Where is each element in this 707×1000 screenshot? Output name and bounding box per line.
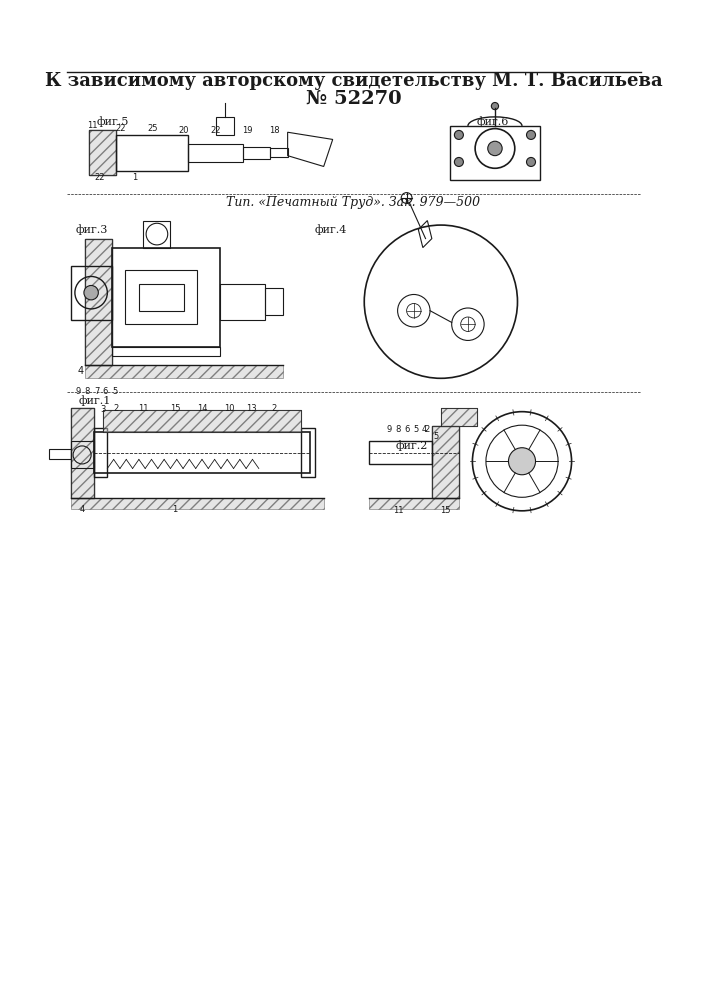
Text: 10: 10 [224,404,234,413]
Bar [49,449,71,459]
Bar [125,270,197,324]
Bar [103,410,301,432]
Bar [139,284,184,311]
Bar [117,135,189,171]
Text: 1: 1 [173,505,177,514]
Text: 13: 13 [246,404,257,413]
Bar [71,266,112,320]
Text: 7: 7 [94,387,99,396]
Text: 18: 18 [269,126,279,135]
Text: 11: 11 [138,404,148,413]
Text: 8: 8 [85,387,90,396]
Text: 6: 6 [404,425,409,434]
Text: фиг.2: фиг.2 [396,441,428,451]
Text: 4: 4 [422,425,427,434]
Text: 15: 15 [170,404,180,413]
Bar [432,426,459,498]
Text: 5: 5 [433,432,439,441]
Text: 8: 8 [395,425,400,434]
Circle shape [527,130,535,139]
Text: 14: 14 [197,404,207,413]
Text: 9: 9 [387,425,392,434]
Bar [301,428,315,477]
Bar [112,347,220,356]
Bar [216,117,233,135]
Text: 25: 25 [147,124,158,133]
Circle shape [455,157,463,166]
Bar [89,130,117,175]
Text: Тип. «Печатный Труд». Зак. 979—500: Тип. «Печатный Труд». Зак. 979—500 [226,196,481,209]
Text: 5: 5 [413,425,419,434]
Text: 6: 6 [103,387,108,396]
Circle shape [455,130,463,139]
Bar [450,126,540,180]
Text: № 52270: № 52270 [305,90,402,108]
Bar [71,498,324,509]
Bar [441,408,477,426]
Text: 4: 4 [77,366,83,376]
Text: 4: 4 [79,505,85,514]
Bar [369,441,432,464]
Bar [369,498,459,509]
Bar [220,284,265,320]
Text: 22: 22 [95,173,105,182]
Text: фиг.4: фиг.4 [315,224,347,235]
Circle shape [491,102,498,110]
Text: 22: 22 [210,126,221,135]
Bar [265,288,283,315]
Text: 2: 2 [271,404,276,413]
Text: 19: 19 [242,126,252,135]
Text: 5: 5 [112,387,117,396]
Bar [71,408,94,498]
Bar [112,248,220,347]
Bar [269,148,288,157]
Bar [243,147,269,159]
Bar [189,144,243,162]
Text: 2: 2 [425,425,430,434]
Bar [71,441,94,468]
Bar [89,130,117,175]
Text: фиг.5: фиг.5 [97,116,129,127]
Bar [103,410,301,432]
Text: 11: 11 [393,506,404,515]
Text: 1: 1 [132,173,137,182]
Bar [441,408,477,426]
Text: 3: 3 [100,405,105,414]
Text: 20: 20 [179,126,189,135]
Bar [94,428,107,477]
Bar [85,365,283,378]
Bar [85,239,112,365]
Text: фиг.6: фиг.6 [477,116,509,127]
Text: 15: 15 [440,506,450,515]
Circle shape [527,157,535,166]
Circle shape [508,448,535,475]
Bar [432,426,459,498]
Text: К зависимому авторскому свидетельству М. Т. Васильева: К зависимому авторскому свидетельству М.… [45,72,662,90]
Bar [85,239,112,365]
Text: 9: 9 [76,387,81,396]
Text: фиг.3: фиг.3 [76,224,108,235]
Circle shape [488,141,502,156]
Bar [94,432,310,473]
Text: 2: 2 [114,404,119,413]
Bar [144,221,170,248]
Text: фиг.1: фиг.1 [78,395,111,406]
Text: 11: 11 [87,121,98,130]
Circle shape [84,285,98,300]
Bar [71,408,94,498]
Text: 22: 22 [116,124,126,133]
